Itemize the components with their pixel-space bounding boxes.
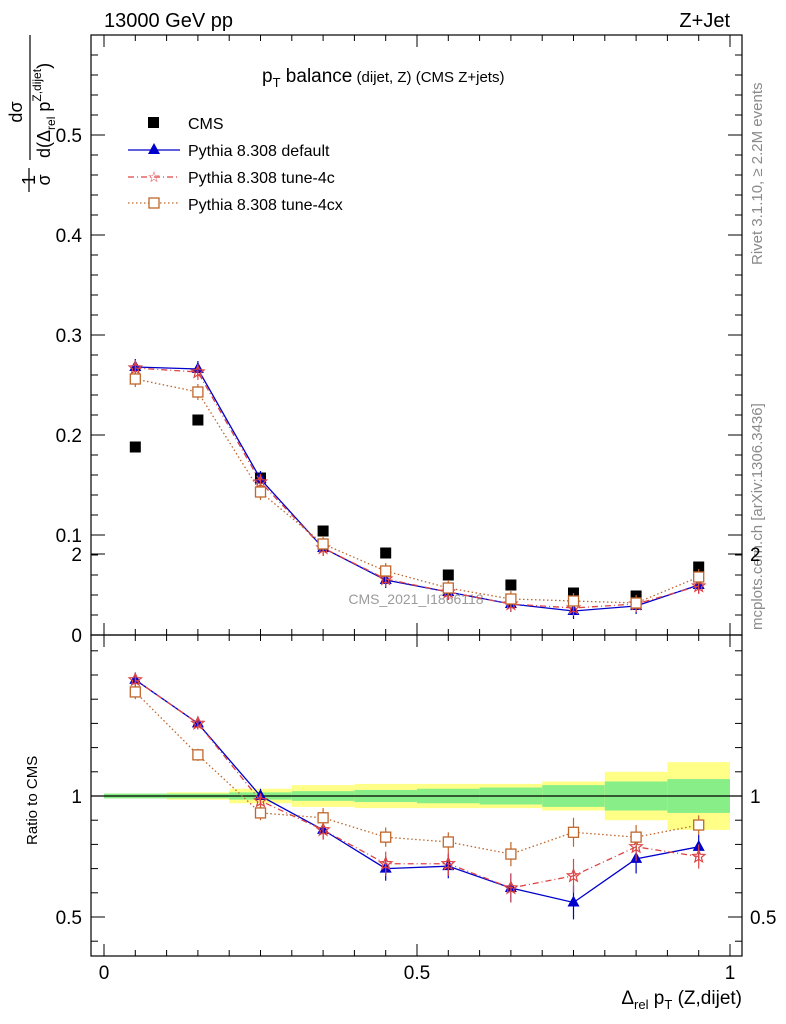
data-point-pythia-8-308-tune-4c — [190, 363, 206, 379]
data-point-pythia-8-308-tune-4c — [690, 577, 707, 593]
data-point-cms — [192, 414, 204, 426]
ratio-series — [127, 671, 707, 920]
ratio-point-pythia-8-308-default — [567, 895, 580, 907]
ratio-point-pythia-8-308-tune-4c — [252, 792, 269, 808]
ratio-point-pythia-8-308-tune-4cx — [254, 807, 267, 819]
y-tick-label-main: 0 — [71, 626, 82, 647]
series-line-pythia-8-308-tune-4c — [135, 367, 699, 609]
svg-text:σ: σ — [34, 174, 54, 185]
data-point-pythia-8-308-tune-4cx — [693, 571, 705, 583]
ratio-point-pythia-8-308-tune-4c — [503, 879, 519, 895]
legend-label-cms: CMS — [188, 116, 224, 133]
y-tick-label-ratio: 0.5 — [56, 908, 82, 929]
main-y-axis-label: 1 σ dσ d(Δrel pZ,dijet) — [6, 35, 58, 192]
ratio-point-pythia-8-308-tune-4cx — [630, 831, 642, 843]
svg-text:d(Δrel pZ,dijet): d(Δrel pZ,dijet) — [30, 63, 58, 158]
data-point-pythia-8-308-tune-4cx — [129, 373, 141, 385]
legend-marker-pythia-4c: ☆ — [147, 169, 160, 186]
data-point-pythia-8-308-tune-4cx — [317, 538, 329, 550]
y-tick-label-ratio-right: 2 — [750, 545, 761, 566]
data-point-cms — [505, 579, 517, 591]
ratio-point-pythia-8-308-tune-4cx — [442, 836, 454, 848]
series-line-pythia-8-308-tune-4cx — [135, 378, 699, 604]
ratio-point-pythia-8-308-tune-4cx — [693, 819, 705, 831]
ratio-point-pythia-8-308-tune-4c — [690, 848, 707, 864]
ratio-point-pythia-8-308-tune-4cx — [380, 831, 392, 843]
mcplots-label: mcplots.cern.ch [arXiv:1306.3436] — [749, 403, 766, 630]
data-point-pythia-8-308-tune-4c — [377, 570, 394, 586]
legend-entry-pythia-4c: ☆ Pythia 8.308 tune-4c — [128, 169, 335, 187]
ratio-point-pythia-8-308-tune-4c — [628, 838, 644, 854]
ratio-point-pythia-8-308-tune-4c — [440, 855, 457, 871]
y-tick-label-main: 0.4 — [56, 226, 83, 247]
legend-entry-cms: CMS — [148, 116, 224, 133]
y-tick-label-main: 0.3 — [56, 326, 82, 347]
main-series — [127, 359, 707, 619]
ratio-point-pythia-8-308-tune-4c — [377, 855, 394, 871]
y-tick-label-ratio: 1 — [71, 787, 82, 808]
data-point-pythia-8-308-tune-4cx — [254, 486, 267, 498]
data-point-cms — [693, 561, 705, 573]
data-point-cms — [129, 441, 141, 453]
data-point-pythia-8-308-tune-4cx — [567, 595, 580, 607]
y-tick-label-ratio-right: 1 — [750, 787, 761, 808]
ratio-point-pythia-8-308-tune-4c — [565, 867, 582, 883]
x-tick-label: 0 — [99, 963, 110, 984]
axes: 0 0.5 1 0 0.1 0.2 0.3 0.4 0.5 0.5 0.5 1 1 2 2 — [56, 34, 776, 984]
legend-marker-cms — [148, 117, 159, 128]
y-tick-label-main: 0.5 — [56, 126, 82, 147]
data-point-pythia-8-308-tune-4cx — [380, 565, 392, 577]
ratio-point-pythia-8-308-tune-4cx — [505, 848, 517, 860]
data-point-pythia-8-308-tune-4cx — [505, 593, 517, 605]
ratio-point-pythia-8-308-tune-4c — [315, 821, 331, 837]
y-tick-label-main: 0.2 — [56, 426, 82, 447]
legend: CMS Pythia 8.308 default ☆ Pythia 8.308 … — [128, 116, 343, 214]
ratio-point-pythia-8-308-tune-4cx — [567, 826, 580, 838]
legend-label-pythia-4cx: Pythia 8.308 tune-4cx — [188, 197, 343, 214]
data-point-cms — [317, 525, 329, 537]
header-energy: 13000 GeV pp — [104, 10, 233, 32]
data-point-pythia-8-308-tune-4cx — [442, 582, 454, 594]
ratio-point-pythia-8-308-tune-4c — [190, 715, 206, 731]
data-point-cms — [380, 547, 392, 559]
legend-marker-pythia-4cx — [148, 197, 160, 209]
header-process: Z+Jet — [679, 10, 730, 32]
legend-entry-pythia-default: Pythia 8.308 default — [128, 143, 330, 160]
ratio-y-axis-label: Ratio to CMS — [24, 756, 41, 845]
series-line-pythia-8-308-default — [135, 366, 699, 612]
data-point-pythia-8-308-tune-4cx — [192, 386, 204, 398]
y-tick-label-ratio: 2 — [71, 545, 82, 566]
ratio-point-pythia-8-308-tune-4cx — [192, 749, 204, 761]
ratio-line-pythia-8-308-default — [134, 679, 699, 904]
y-tick-label-ratio-right: 0.5 — [750, 908, 776, 929]
x-tick-label: 0.5 — [404, 963, 430, 984]
x-axis-label: Δrel pT (Z,dijet) — [621, 988, 742, 1012]
ratio-point-pythia-8-308-tune-4c — [127, 671, 144, 687]
legend-marker-pythia-default — [148, 143, 160, 154]
legend-label-pythia-default: Pythia 8.308 default — [188, 143, 330, 160]
plot-title: pT balance (dijet, Z) (CMS Z+jets) — [262, 66, 504, 90]
rivet-label: Rivet 3.1.10, ≥ 2.2M events — [749, 83, 766, 266]
ratio-point-pythia-8-308-tune-4cx — [129, 686, 141, 698]
ratio-point-pythia-8-308-tune-4cx — [317, 812, 329, 824]
x-tick-label: 1 — [725, 963, 736, 984]
ratio-line-pythia-8-308-tune-4c — [134, 679, 699, 889]
svg-text:dσ: dσ — [6, 101, 26, 122]
y-tick-label-main: 0.1 — [56, 526, 82, 547]
legend-label-pythia-4c: Pythia 8.308 tune-4c — [188, 170, 335, 187]
data-point-cms — [442, 569, 454, 581]
data-point-pythia-8-308-tune-4c — [127, 359, 144, 375]
analysis-watermark: CMS_2021_I1866118 — [348, 591, 483, 607]
ratio-uncertainty-band — [91, 762, 742, 830]
legend-entry-pythia-4cx: Pythia 8.308 tune-4cx — [128, 197, 343, 214]
data-point-pythia-8-308-tune-4cx — [630, 597, 642, 609]
